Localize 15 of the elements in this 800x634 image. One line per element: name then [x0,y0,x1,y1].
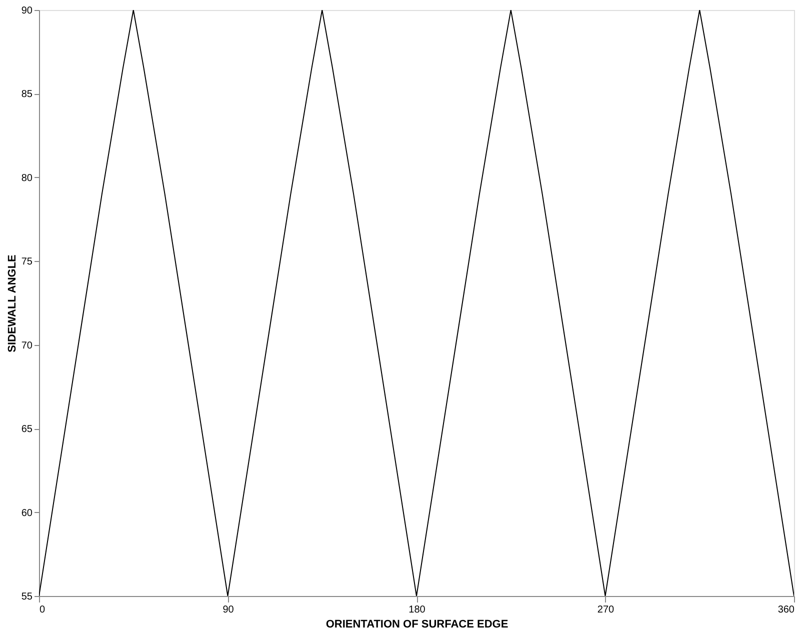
y-tick-label: 55 [21,592,33,602]
x-tick-label: 360 [778,604,795,616]
x-tick-label: 180 [408,604,426,616]
y-tick-label: 70 [21,340,33,352]
y-tick-label: 75 [21,256,33,268]
y-tick-label: 85 [21,89,33,100]
y-tick-label: 65 [21,424,33,436]
x-axis-title: ORIENTATION OF SURFACE EDGE [326,618,508,630]
y-tick-label: 60 [21,508,33,519]
x-tick-label: 0 [40,604,46,616]
x-tick-label: 90 [222,604,234,616]
y-tick-label: 90 [21,6,33,16]
x-tick-label: 270 [597,604,615,616]
y-tick-label: 80 [21,172,33,184]
y-axis-title: SIDEWALL ANGLE [6,254,18,352]
